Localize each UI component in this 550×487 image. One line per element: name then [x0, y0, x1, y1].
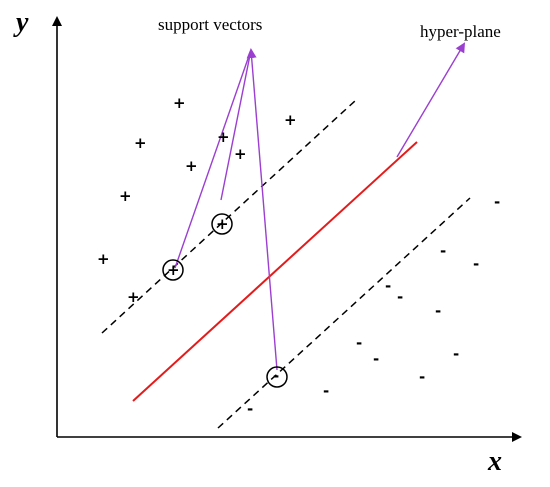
support-vector-circle — [162, 259, 184, 281]
positive-point: + — [134, 134, 147, 152]
support-vector-arrow-1 — [174, 49, 252, 269]
negative-points: - - - - - - - - - - - - - — [247, 193, 500, 418]
positive-point: + — [185, 157, 198, 175]
negative-point: - — [473, 255, 479, 273]
y-axis-label: y — [13, 7, 29, 38]
positive-point: + — [284, 111, 297, 129]
negative-point: - — [273, 367, 279, 385]
negative-point: - — [494, 193, 500, 211]
negative-point: - — [419, 368, 425, 386]
lower-margin-line — [217, 197, 471, 429]
support-vector-circle — [211, 213, 233, 235]
negative-point: - — [435, 302, 441, 320]
support-vector-arrow-3 — [246, 48, 278, 371]
positive-point: + — [217, 128, 230, 146]
support-vector-circle — [266, 366, 288, 388]
positive-point: + — [127, 288, 140, 306]
negative-point: - — [397, 288, 403, 306]
hyperplane-line — [132, 141, 418, 402]
positive-point: + — [167, 261, 180, 279]
positive-points: + + + + + + + + + + + — [97, 94, 297, 306]
negative-point: - — [453, 345, 459, 363]
positive-point: + — [97, 250, 110, 268]
positive-point: + — [119, 187, 132, 205]
negative-point: - — [440, 242, 446, 260]
negative-point: - — [323, 382, 329, 400]
negative-point: - — [247, 400, 253, 418]
positive-point: + — [173, 94, 186, 112]
hyper-plane-label: hyper-plane — [420, 22, 501, 41]
support-vector-arrow-2 — [220, 49, 252, 201]
negative-point: - — [385, 277, 391, 295]
negative-point: - — [356, 334, 362, 352]
positive-point: + — [234, 145, 247, 163]
x-axis-label: x — [487, 446, 502, 477]
hyperplane-arrow — [396, 42, 466, 158]
positive-point: + — [216, 215, 229, 233]
support-vectors-label: support vectors — [158, 15, 262, 34]
negative-point: - — [373, 350, 379, 368]
